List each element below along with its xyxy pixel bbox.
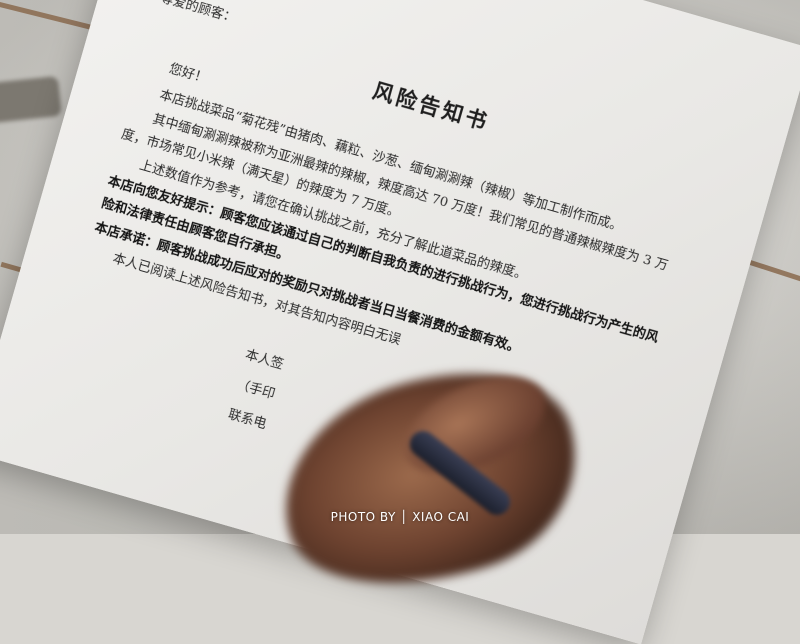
photo-credit-watermark: PHOTO BY │ XIAO CAI bbox=[330, 510, 470, 524]
